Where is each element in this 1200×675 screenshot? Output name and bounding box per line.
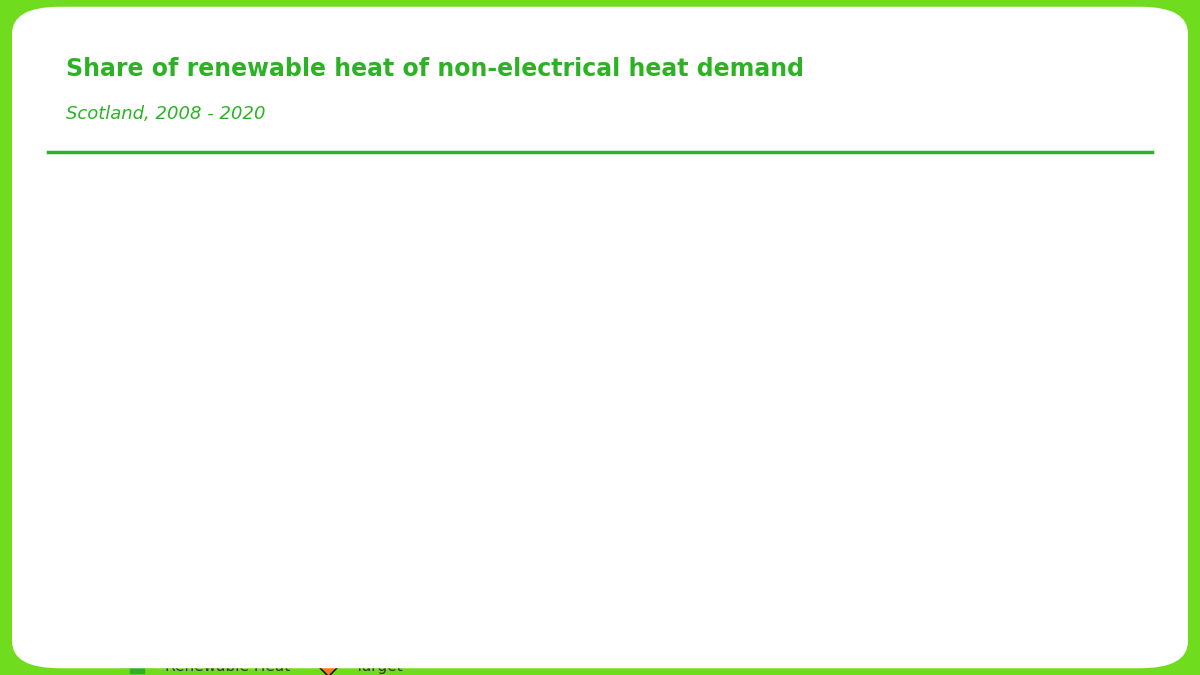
FancyBboxPatch shape xyxy=(234,207,842,342)
Text: Progress: 6.2%
Year: 2020: Progress: 6.2% Year: 2020 xyxy=(936,384,1049,415)
Point xyxy=(1085,253,1104,264)
Legend: Renewable Heat, Target: Renewable Heat, Target xyxy=(115,653,409,675)
FancyBboxPatch shape xyxy=(898,380,1087,418)
Text: The 2009 Renewable Heat Action Plan set a target of
delivering 11% of Scotland’s: The 2009 Renewable Heat Action Plan set … xyxy=(254,217,737,310)
Polygon shape xyxy=(846,215,953,307)
Text: Share of renewable heat of non-electrical heat demand: Share of renewable heat of non-electrica… xyxy=(66,57,804,82)
Text: Scotland, 2008 - 2020: Scotland, 2008 - 2020 xyxy=(66,105,265,123)
Point xyxy=(1085,390,1104,401)
